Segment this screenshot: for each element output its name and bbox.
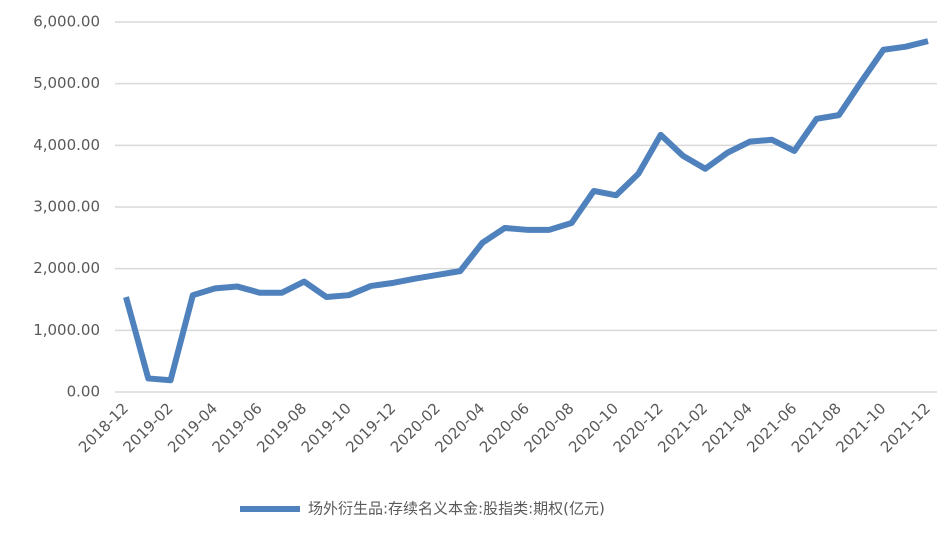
- line: [123, 38, 929, 384]
- y-tick-label: 3,000.00: [33, 198, 100, 216]
- y-tick-label: 5,000.00: [33, 74, 100, 92]
- y-tick-label: 0.00: [67, 383, 100, 401]
- x-tick-label: 2021-12: [877, 399, 934, 456]
- y-tick-label: 6,000.00: [33, 13, 100, 31]
- y-tick-label: 4,000.00: [33, 136, 100, 154]
- y-tick-label: 1,000.00: [33, 321, 100, 339]
- y-tick-label: 2,000.00: [33, 259, 100, 277]
- legend-label: 场外衍生品:存续名义本金:股指类:期权(亿元): [308, 500, 605, 518]
